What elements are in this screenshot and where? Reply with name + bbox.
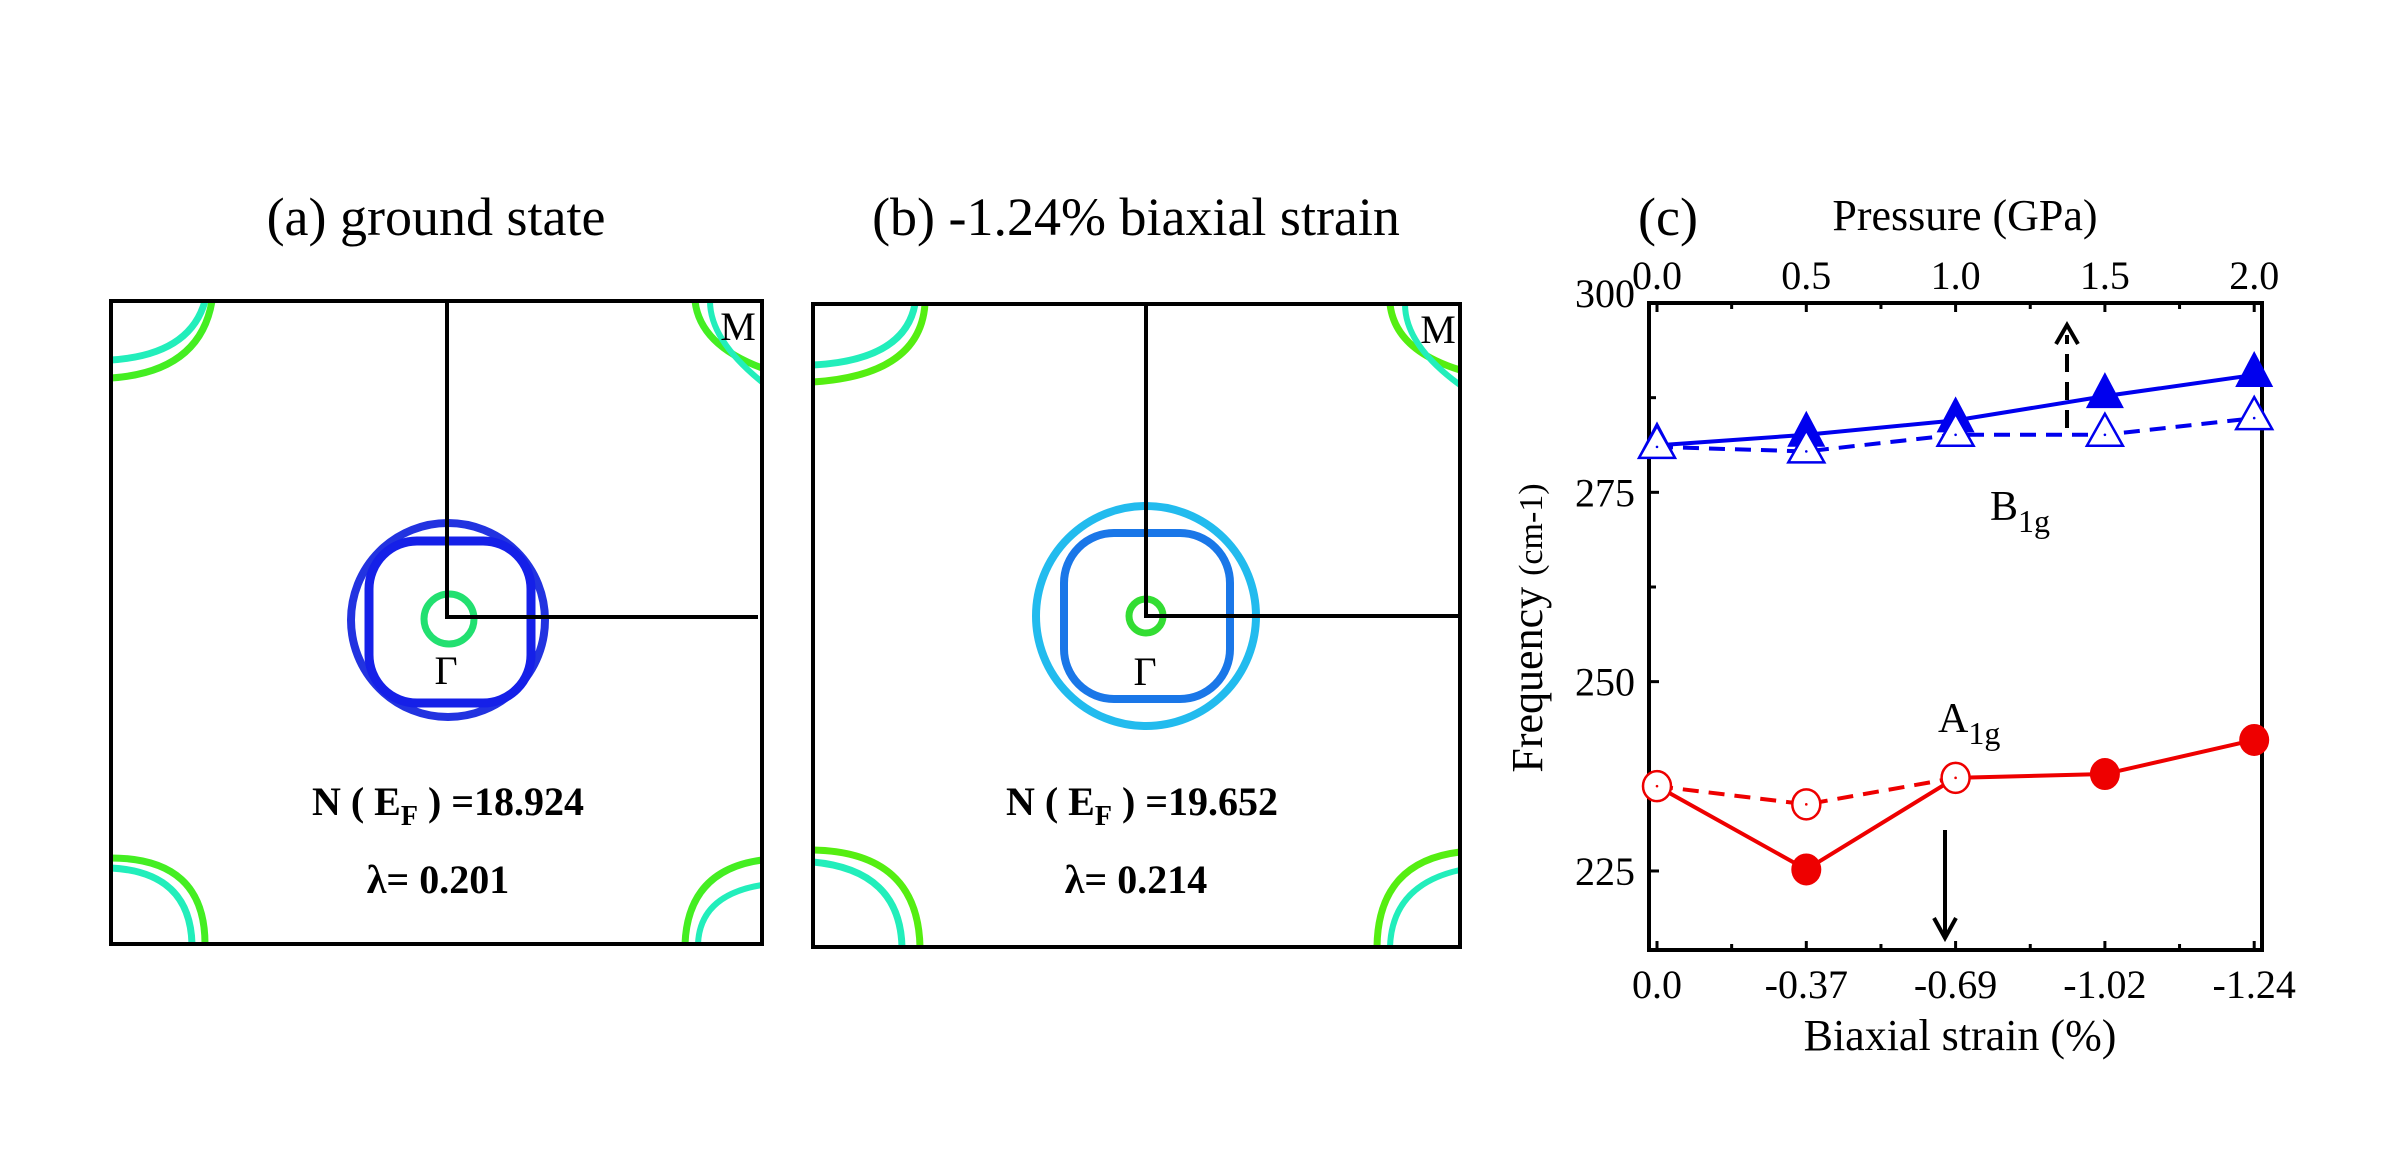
corner-pocket-tr-inner [1402, 303, 1462, 388]
corner-pocket-br-inner [695, 882, 763, 945]
b1g-label-sub: 1g [2018, 503, 2050, 539]
series-b1g-vs-pressure [1636, 394, 2275, 464]
x2-tick-label: 1.0 [1931, 253, 1981, 298]
data-point-open-triangle [2234, 394, 2275, 431]
b1g-label: B1g [1990, 484, 2050, 539]
x-tick-label: -1.02 [2063, 962, 2146, 1007]
data-point-center-dot [1954, 776, 1957, 780]
solid-arrow-head [1932, 917, 1958, 943]
corner-pocket-bl-outer [812, 846, 924, 948]
dos-subscript: F [401, 801, 418, 832]
dos-label-a: N ( EF ) =18.924 [312, 779, 584, 832]
series-a1g-vs-pressure [1641, 761, 1971, 821]
corner-pocket-bl-inner [812, 858, 906, 948]
corner-pocket-br-inner [1387, 867, 1461, 948]
dos-prefix: N ( E [312, 779, 401, 824]
corner-pockets-a [110, 299, 764, 945]
corner-pocket-tl-outer [110, 300, 216, 382]
y-axis-title: Frequency (cm-1) [1503, 483, 1552, 772]
gamma-point-label-b: Γ [1133, 649, 1156, 694]
solid-down-arrow-icon [1932, 830, 1958, 943]
x-tick-label: -0.69 [1914, 962, 1997, 1007]
dashed-up-arrow-icon [2054, 321, 2080, 428]
panel-a: (a) ground state M Γ N ( EF ) =18.924 λ=… [109, 187, 764, 946]
corner-pocket-tr-outer [691, 300, 764, 372]
y-tick-label: 225 [1575, 849, 1635, 894]
brillouin-zone-frame-a [109, 299, 764, 946]
dos-suffix: ) =19.652 [1112, 779, 1278, 824]
data-point-center-dot [1655, 784, 1659, 788]
data-point-open-triangle [1935, 411, 1976, 448]
data-point-triangle [2235, 350, 2274, 387]
corner-pocket-tl-outer [812, 303, 929, 386]
panel-a-title: (a) ground state [267, 187, 606, 247]
panel-b: (b) -1.24% biaxial strain M Γ N ( EF ) =… [811, 187, 1462, 949]
corner-pocket-tl-inner [110, 299, 209, 364]
b1g-label-main: B [1990, 484, 2018, 530]
corner-pocket-tr-outer [1386, 303, 1462, 374]
y-axis-title-main: Frequency [1503, 576, 1552, 773]
series-a1g-vs-strain [1642, 723, 2270, 886]
dos-suffix: ) =18.924 [418, 779, 584, 824]
bottom-axis-title: Biaxial strain (%) [1804, 1011, 2117, 1060]
y-tick-label: 250 [1575, 660, 1635, 705]
data-point-center-dot [2103, 433, 2107, 437]
x2-tick-label: 0.5 [1781, 253, 1831, 298]
data-point-open-triangle [1786, 427, 1827, 464]
corner-pocket-tr-inner [707, 300, 764, 385]
fermi-surface-b [812, 303, 1462, 948]
data-point-center-dot [1954, 433, 1957, 437]
data-point-circle [1791, 853, 1822, 886]
corner-pocket-bl-outer [110, 854, 209, 945]
y-tick-label: 300 [1575, 271, 1635, 316]
data-point-circle [2239, 723, 2270, 756]
data-point-triangle [2085, 372, 2124, 409]
data-point-center-dot [2252, 416, 2256, 420]
top-axis-title: Pressure (GPa) [1832, 191, 2097, 240]
panel-c-label: (c) [1638, 187, 1698, 247]
x-tick-label: -0.37 [1765, 962, 1848, 1007]
a1g-label: A1g [1938, 696, 2000, 751]
brillouin-zone-frame-b [811, 302, 1462, 949]
gamma-point-label-a: Γ [434, 648, 457, 693]
x-tick-label: 0.0 [1632, 962, 1682, 1007]
corner-pocket-bl-inner [110, 864, 196, 945]
x2-tick-label: 2.0 [2229, 253, 2279, 298]
x-tick-label: -1.24 [2213, 962, 2296, 1007]
x2-tick-label: 0.0 [1632, 253, 1682, 298]
data-point-center-dot [1805, 450, 1808, 453]
data-point-open-triangle [1636, 423, 1678, 460]
a1g-label-main: A [1938, 696, 1969, 742]
corner-pocket-br-outer [1373, 848, 1461, 948]
a1g-label-sub: 1g [1968, 715, 2000, 751]
dos-label-b: N ( EF ) =19.652 [1006, 779, 1278, 832]
axes: 0.0 -0.37 -0.69 -1.02 -1.24 0.0 0.5 1.0 1.5 2.0 22… [1575, 253, 2296, 1007]
corner-pockets-b [812, 303, 1462, 948]
data-point-circle [2089, 758, 2120, 791]
dos-subscript: F [1095, 801, 1112, 832]
data-point-open-triangle [2084, 411, 2126, 448]
y-tick-label: 275 [1575, 470, 1635, 515]
inner-ring-a [364, 536, 536, 708]
lambda-label-b: λ= 0.214 [1065, 857, 1207, 902]
corner-pocket-br-outer [681, 856, 763, 945]
dos-prefix: N ( E [1006, 779, 1095, 824]
series-line [1656, 738, 2255, 872]
panel-b-title: (b) -1.24% biaxial strain [872, 187, 1400, 247]
m-point-label-a: M [720, 304, 756, 349]
m-point-label-b: M [1420, 307, 1456, 352]
series-layer [1636, 350, 2275, 886]
annotation-layer: B1g A1g [1932, 321, 2080, 943]
panel-c-chart: (c) Pressure (GPa) Biaxial strain (%) Fr… [1503, 187, 2296, 1060]
y-axis-title-unit: (cm-1) [1513, 483, 1550, 576]
corner-pocket-tl-inner [812, 303, 919, 369]
data-point-center-dot [1655, 445, 1659, 449]
x2-tick-label: 1.5 [2080, 253, 2130, 298]
data-point-center-dot [1805, 803, 1808, 806]
fermi-surface-a [110, 299, 764, 945]
dashed-arrow-head [2054, 321, 2080, 346]
lambda-label-a: λ= 0.201 [367, 857, 509, 902]
